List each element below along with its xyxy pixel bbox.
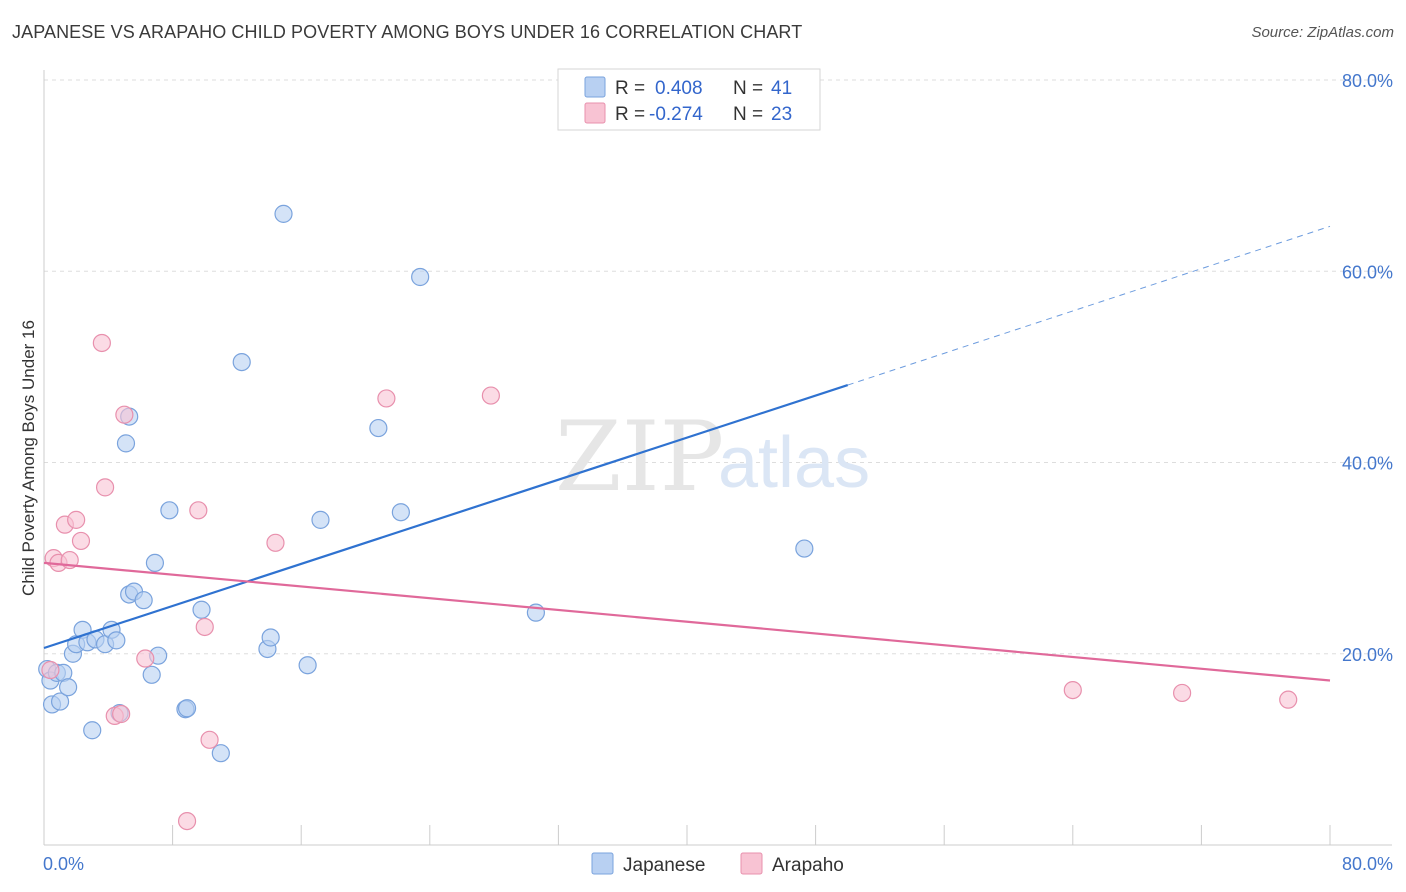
trend-line-japanese [43, 383, 849, 650]
point-japanese-11 [83, 721, 102, 740]
legend-n-value-japanese: 41 [771, 78, 792, 99]
point-japanese-21 [134, 591, 153, 610]
y-tick-labels: 20.0% 40.0% 60.0% 80.0% [1342, 71, 1393, 665]
x-tick-label-0: 0.0% [43, 854, 84, 874]
trend-lines [43, 225, 1331, 682]
point-arapaho-0 [41, 660, 60, 680]
y-tick-label-20: 20.0% [1342, 645, 1393, 665]
point-arapaho-15 [195, 617, 214, 637]
bottom-legend-swatch-arapaho [740, 852, 763, 875]
point-japanese-30 [232, 352, 251, 372]
point-arapaho-17 [266, 533, 285, 552]
point-arapaho-13 [177, 811, 197, 831]
point-japanese-6 [59, 678, 78, 697]
point-japanese-38 [411, 267, 430, 287]
legend-swatch-japanese [584, 76, 606, 98]
point-japanese-27 [177, 699, 197, 718]
point-arapaho-18 [377, 389, 396, 408]
point-arapaho-20 [1063, 680, 1082, 700]
point-japanese-28 [192, 600, 211, 619]
point-japanese-29 [211, 744, 230, 763]
point-arapaho-7 [92, 333, 111, 353]
bottom-legend-swatch-japanese [591, 852, 614, 875]
point-arapaho-6 [71, 531, 91, 551]
point-japanese-37 [391, 503, 410, 522]
point-arapaho-8 [95, 478, 115, 497]
point-japanese-23 [145, 553, 165, 573]
point-arapaho-11 [115, 405, 134, 424]
legend-swatch-arapaho [584, 102, 606, 124]
point-arapaho-14 [189, 501, 208, 520]
point-japanese-22 [142, 665, 161, 684]
point-japanese-25 [160, 501, 179, 520]
point-japanese-34 [298, 656, 317, 675]
point-japanese-17 [116, 434, 136, 453]
point-arapaho-21 [1173, 683, 1192, 703]
y-tick-label-80: 80.0% [1342, 71, 1393, 91]
bottom-legend: Japanese Arapaho [591, 852, 844, 876]
bottom-legend-label-arapaho: Arapaho [772, 855, 844, 876]
trend-line-arapaho [43, 561, 1331, 682]
point-japanese-40 [795, 539, 814, 558]
point-japanese-35 [311, 510, 330, 529]
watermark-atlas: atlas [718, 423, 870, 503]
trend-line-japanese-extension [847, 225, 1331, 386]
bottom-legend-label-japanese: Japanese [623, 855, 705, 876]
point-japanese-15 [107, 631, 126, 650]
legend-r-value-arapaho: -0.274 [649, 104, 703, 125]
point-arapaho-16 [200, 730, 219, 749]
point-arapaho-19 [481, 386, 500, 405]
x-tick-label-80: 80.0% [1342, 854, 1393, 874]
point-japanese-36 [369, 418, 388, 438]
data-points [38, 204, 1298, 831]
y-tick-label-60: 60.0% [1342, 262, 1393, 282]
point-arapaho-10 [112, 704, 131, 724]
point-japanese-32 [261, 628, 280, 647]
point-arapaho-12 [136, 649, 155, 668]
legend-n-value-arapaho: 23 [771, 104, 792, 125]
watermark: ZIP atlas [555, 401, 870, 513]
chart-source: Source: ZipAtlas.com [1251, 24, 1394, 41]
point-arapaho-22 [1279, 690, 1298, 709]
legend-n-label-arapaho: N = [733, 104, 763, 125]
point-arapaho-5 [67, 510, 86, 529]
point-japanese-33 [274, 204, 293, 223]
legend-r-label-japanese: R = [615, 78, 645, 99]
x-minor-ticks [43, 825, 1331, 845]
chart-title: JAPANESE VS ARAPAHO CHILD POVERTY AMONG … [12, 22, 803, 42]
legend-r-value-japanese: 0.408 [655, 78, 703, 99]
watermark-zip: ZIP [555, 401, 724, 513]
legend-n-label-japanese: N = [733, 78, 763, 99]
legend-box: R = 0.408 N = 41 R = -0.274 N = 23 [557, 68, 821, 131]
point-japanese-4 [50, 692, 70, 711]
y-axis-label: Child Poverty Among Boys Under 16 [19, 320, 38, 596]
legend-r-label-arapaho: R = [615, 104, 645, 125]
y-tick-label-40: 40.0% [1342, 454, 1393, 474]
